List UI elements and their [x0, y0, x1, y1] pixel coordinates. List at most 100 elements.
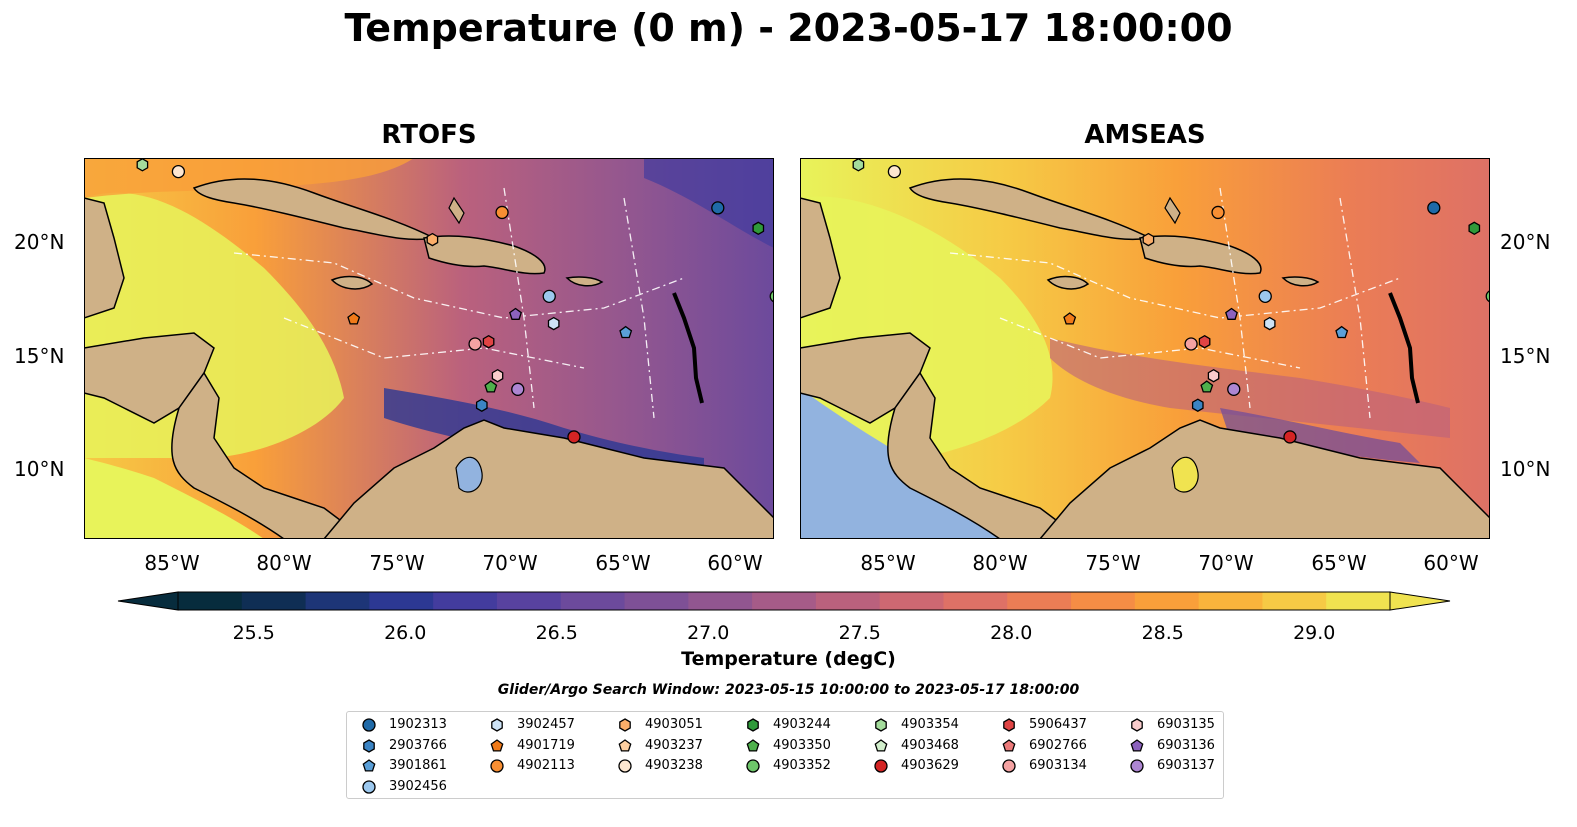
legend-label: 4903244 — [773, 717, 831, 732]
float-marker-5906437[interactable] — [1198, 334, 1211, 349]
float-marker-4903238[interactable] — [887, 164, 902, 179]
land-jamaica — [1046, 275, 1090, 290]
lon-label-80w-right: 80°W — [972, 551, 1028, 575]
land-south-america — [323, 419, 774, 539]
float-marker-5906437[interactable] — [482, 334, 495, 349]
colorbar-segment — [1262, 592, 1327, 610]
land-hispaniola — [1139, 235, 1262, 275]
lon-label-65w-right: 65°W — [1311, 551, 1367, 575]
figure-title: Temperature (0 m) - 2023-05-17 18:00:00 — [344, 6, 1233, 50]
float-marker-2903766[interactable] — [1191, 398, 1204, 412]
float-marker-6903136[interactable] — [1225, 307, 1238, 320]
legend-label: 3902456 — [389, 779, 447, 794]
float-marker-4903350[interactable] — [484, 380, 498, 393]
legend-marker-hexagon — [747, 718, 759, 732]
float-marker-6903134[interactable] — [1184, 337, 1198, 351]
rtofs-markers — [136, 158, 774, 444]
float-marker-4903629[interactable] — [1283, 430, 1297, 444]
legend-marker-hexagon — [1131, 718, 1143, 732]
float-marker-4902113[interactable] — [495, 205, 509, 220]
rtofs-panel-title: RTOFS — [381, 120, 477, 150]
float-marker-3902456[interactable] — [542, 289, 556, 303]
colorbar-extend-high — [1389, 591, 1451, 611]
float-marker-4903350[interactable] — [1200, 380, 1214, 393]
legend-label: 6903135 — [1157, 717, 1215, 732]
lake-maracaibo — [455, 456, 483, 493]
float-marker-6903135[interactable] — [1207, 368, 1220, 383]
legend-marker-circle — [1130, 759, 1144, 773]
colorbar-segment — [879, 592, 944, 610]
float-marker-4903244[interactable] — [1468, 221, 1481, 236]
colorbar-segment — [178, 592, 243, 610]
lon-label-85w-left: 85°W — [144, 551, 200, 575]
lon-label-75w-right: 75°W — [1085, 551, 1141, 575]
land-puerto-rico — [1281, 276, 1320, 287]
amseas-map[interactable] — [800, 158, 1490, 539]
float-marker-6903136[interactable] — [509, 307, 522, 320]
float-marker-4903354[interactable] — [136, 158, 149, 172]
legend-label: 4903051 — [645, 717, 703, 732]
float-marker-3901861[interactable] — [1335, 325, 1349, 339]
rtofs-map[interactable] — [84, 158, 774, 539]
legend-marker-pentagon — [1130, 739, 1144, 752]
land-lesser-antilles — [1388, 292, 1420, 404]
legend-marker-pentagon — [1002, 739, 1016, 752]
float-marker-4903051[interactable] — [1142, 232, 1155, 247]
land-lesser-antilles — [672, 292, 704, 404]
colorbar-segment — [688, 592, 753, 610]
legend-label: 4901719 — [517, 738, 575, 753]
float-marker-3902457[interactable] — [547, 316, 560, 331]
float-marker-6903137[interactable] — [1227, 382, 1241, 396]
float-marker-1902313[interactable] — [1427, 201, 1441, 215]
legend-marker-pentagon — [618, 739, 632, 752]
lat-label-15n-left: 15°N — [14, 344, 65, 368]
float-marker-1902313[interactable] — [711, 201, 725, 215]
float-marker-4903238[interactable] — [171, 164, 186, 179]
lon-label-70w-right: 70°W — [1198, 551, 1254, 575]
float-marker-6903135[interactable] — [491, 368, 504, 383]
colorbar-segment — [815, 592, 881, 610]
float-marker-3902457[interactable] — [1263, 316, 1276, 331]
cool-water-south — [1220, 408, 1420, 463]
colorbar-segment — [433, 592, 498, 610]
float-marker-3902456[interactable] — [1258, 289, 1272, 303]
float-marker-4903354[interactable] — [852, 158, 865, 172]
legend-label: 4903354 — [901, 717, 959, 732]
float-marker-3901861[interactable] — [619, 325, 633, 339]
legend-label: 4902113 — [517, 758, 575, 773]
colorbar-tick-label: 26.0 — [384, 622, 427, 644]
lat-label-15n-right: 15°N — [1500, 344, 1551, 368]
lat-label-20n-left: 20°N — [14, 230, 65, 254]
legend-marker-circle — [362, 780, 376, 794]
land-central-america — [84, 197, 125, 319]
float-marker-4901719[interactable] — [347, 312, 361, 325]
legend-marker-hexagon — [875, 718, 887, 732]
legend-marker-pentagon — [362, 759, 376, 772]
legend-marker-hexagon — [363, 739, 375, 753]
legend-label: 3901861 — [389, 758, 447, 773]
legend-label: 6903137 — [1157, 758, 1215, 773]
lat-label-10n-right: 10°N — [1500, 457, 1551, 481]
legend-marker-hexagon — [491, 718, 503, 732]
float-marker-4903629[interactable] — [567, 430, 581, 444]
colorbar-tick-label: 27.5 — [838, 622, 881, 644]
colorbar-segment — [305, 592, 370, 610]
float-marker-4903051[interactable] — [426, 232, 439, 247]
legend-marker-hexagon — [619, 718, 631, 732]
float-marker-4901719[interactable] — [1063, 312, 1077, 325]
legend-label: 4903352 — [773, 758, 831, 773]
colorbar-segment — [943, 592, 1008, 610]
land-cuba — [192, 178, 437, 241]
float-marker-6903137[interactable] — [511, 382, 525, 396]
float-marker-6903134[interactable] — [468, 337, 482, 351]
warm-water-gulf — [84, 158, 414, 198]
float-marker-4902113[interactable] — [1211, 205, 1225, 220]
amseas-panel-title: AMSEAS — [1084, 120, 1206, 150]
colorbar-tick-label: 29.0 — [1293, 622, 1336, 644]
colorbar-label: Temperature (degC) — [681, 648, 896, 670]
legend-label: 4903237 — [645, 738, 703, 753]
float-marker-4903244[interactable] — [752, 221, 765, 236]
colorbar-segment — [752, 592, 817, 610]
legend-label: 5906437 — [1029, 717, 1087, 732]
float-marker-2903766[interactable] — [475, 398, 488, 412]
